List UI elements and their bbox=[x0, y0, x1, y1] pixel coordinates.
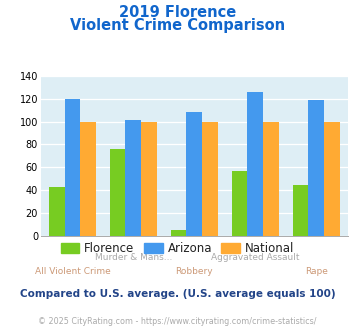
Bar bbox=[125, 120, 141, 236]
Bar bbox=[171, 230, 186, 236]
Text: Robbery: Robbery bbox=[176, 267, 213, 276]
Bar bbox=[110, 149, 125, 236]
Bar bbox=[232, 171, 247, 236]
Text: Violent Crime Comparison: Violent Crime Comparison bbox=[70, 18, 285, 33]
Bar bbox=[186, 113, 202, 236]
Bar bbox=[202, 122, 218, 236]
Bar bbox=[308, 100, 324, 236]
Bar bbox=[141, 122, 157, 236]
Text: Rape: Rape bbox=[305, 267, 328, 276]
Bar bbox=[247, 92, 263, 236]
Text: 2019 Florence: 2019 Florence bbox=[119, 5, 236, 20]
Text: Compared to U.S. average. (U.S. average equals 100): Compared to U.S. average. (U.S. average … bbox=[20, 289, 335, 299]
Bar bbox=[49, 187, 65, 236]
Bar bbox=[324, 122, 340, 236]
Bar bbox=[80, 122, 96, 236]
Text: Murder & Mans...: Murder & Mans... bbox=[95, 253, 172, 262]
Text: Aggravated Assault: Aggravated Assault bbox=[211, 253, 300, 262]
Bar bbox=[293, 184, 308, 236]
Bar bbox=[65, 99, 80, 236]
Text: © 2025 CityRating.com - https://www.cityrating.com/crime-statistics/: © 2025 CityRating.com - https://www.city… bbox=[38, 317, 317, 326]
Legend: Florence, Arizona, National: Florence, Arizona, National bbox=[56, 237, 299, 260]
Text: All Violent Crime: All Violent Crime bbox=[34, 267, 110, 276]
Bar bbox=[263, 122, 279, 236]
